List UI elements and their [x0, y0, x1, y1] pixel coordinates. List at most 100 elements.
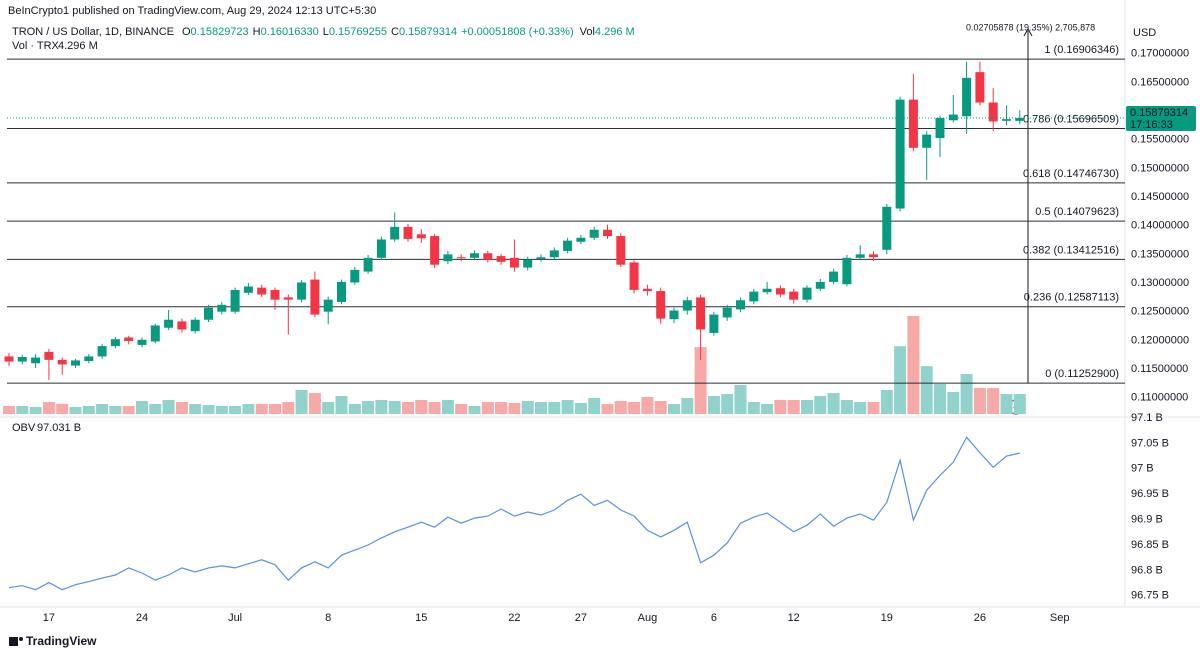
- y2-tick-label: 97 B: [1131, 463, 1154, 475]
- candle-body: [815, 281, 825, 289]
- candle-body: [416, 234, 426, 239]
- candle-body: [217, 304, 227, 312]
- volume-bar: [920, 366, 933, 414]
- volume-bar: [335, 396, 348, 414]
- volume-bar: [947, 392, 960, 414]
- candle-body: [470, 253, 479, 258]
- volume-bar: [136, 400, 148, 414]
- volume-bar: [840, 400, 853, 414]
- x-tick-label: Sep: [1050, 612, 1070, 624]
- volume-bar: [574, 402, 587, 414]
- volume-bar: [322, 402, 335, 414]
- y-tick-label: 0.16500000: [1131, 76, 1189, 88]
- y-tick-label: 0.17000000: [1131, 48, 1189, 60]
- volume-legend: Vol · TRX: [12, 40, 60, 52]
- candle-body: [204, 307, 213, 320]
- last-price-box: [1126, 106, 1196, 132]
- fib-label: 0.786 (0.15696509): [1023, 113, 1119, 125]
- volume-legend-value: 4.296 M: [58, 40, 98, 52]
- volume-bar: [934, 384, 946, 414]
- volume-bar: [734, 385, 747, 414]
- volume-bar: [814, 396, 827, 414]
- candle-body: [496, 256, 506, 262]
- last-price-label: 0.15879314: [1130, 107, 1188, 119]
- volume-bar: [907, 316, 920, 414]
- candle-body: [350, 269, 360, 283]
- candle-body: [669, 310, 679, 320]
- candle-body: [922, 134, 932, 148]
- candle-body: [483, 253, 493, 261]
- volume-bar: [242, 404, 255, 414]
- volume-bar: [175, 402, 188, 414]
- candle-body: [789, 291, 799, 300]
- y2-tick-label: 96.85 B: [1131, 539, 1169, 551]
- legend-key: H: [253, 26, 261, 38]
- legend-key: L: [323, 26, 329, 38]
- candle-body: [177, 321, 187, 330]
- candle-body: [908, 99, 918, 148]
- volume-bar: [801, 400, 813, 414]
- volume-bar: [295, 390, 308, 414]
- y2-tick-label: 96.9 B: [1131, 514, 1163, 526]
- candle-body: [869, 254, 878, 258]
- brand-icon: [9, 637, 18, 646]
- volume-bar: [388, 400, 401, 414]
- volume-bar: [42, 402, 55, 414]
- volume-bar: [508, 402, 521, 414]
- y-tick-label: 0.11500000: [1131, 363, 1188, 375]
- x-tick-label: Aug: [638, 612, 658, 624]
- symbol: TRON / US Dollar, 1D, BINANCE: [12, 26, 174, 38]
- legend-key: C: [391, 26, 399, 38]
- candle-body: [629, 262, 639, 290]
- candle-body: [1015, 118, 1025, 121]
- fib-label: 0.236 (0.12587113): [1024, 292, 1119, 304]
- legend-key: O: [182, 26, 191, 38]
- fib-label: 0.5 (0.14079623): [1035, 206, 1119, 218]
- candle-body: [895, 99, 905, 209]
- candle-body: [509, 257, 519, 268]
- volume-bar: [229, 406, 242, 414]
- y2-tick-label: 97.05 B: [1131, 437, 1169, 449]
- volume-bar: [548, 402, 561, 414]
- y2-tick-label: 96.75 B: [1131, 590, 1169, 602]
- volume-bar: [441, 400, 454, 414]
- volume-bar: [601, 404, 614, 414]
- volume-bar: [16, 406, 29, 414]
- candle-body: [775, 288, 785, 295]
- brand-name: TradingView: [26, 634, 97, 648]
- obv-legend-value: 97.031 B: [37, 422, 81, 434]
- x-tick-label: 6: [711, 612, 717, 624]
- volume-bar: [761, 404, 774, 414]
- volume-bar: [362, 400, 375, 414]
- volume-bar: [747, 402, 760, 414]
- candle-body: [722, 307, 732, 318]
- volume-bar: [29, 406, 42, 414]
- volume-bar: [521, 400, 534, 414]
- y2-tick-label: 96.8 B: [1131, 564, 1163, 576]
- volume-bar: [880, 390, 893, 414]
- volume-bar: [282, 402, 295, 414]
- volume-bar: [96, 404, 109, 414]
- candle-body: [829, 271, 839, 282]
- candle-body: [84, 356, 94, 361]
- volume-bar: [787, 400, 800, 414]
- candle-body: [71, 360, 80, 366]
- volume-bar: [987, 388, 1000, 414]
- symbol-legend: TRON / US Dollar, 1D, BINANCE O0.15829723…: [12, 26, 635, 38]
- volume-bar: [348, 404, 361, 414]
- candle-body: [563, 240, 573, 251]
- candle-body: [576, 237, 586, 242]
- candle-body: [190, 319, 200, 332]
- candle-body: [430, 236, 440, 265]
- candle-body: [589, 229, 599, 238]
- volume-bar: [827, 393, 840, 414]
- brand: TradingView: [9, 634, 97, 648]
- volume-bar: [495, 402, 508, 414]
- volume-bar: [455, 404, 468, 414]
- candle-body: [403, 226, 413, 239]
- fib-label: 1 (0.16906346): [1044, 44, 1119, 56]
- candle-body: [642, 288, 652, 292]
- candle-body: [270, 289, 280, 300]
- fib-label: 0.382 (0.13412516): [1023, 244, 1119, 256]
- candle-body: [616, 236, 626, 265]
